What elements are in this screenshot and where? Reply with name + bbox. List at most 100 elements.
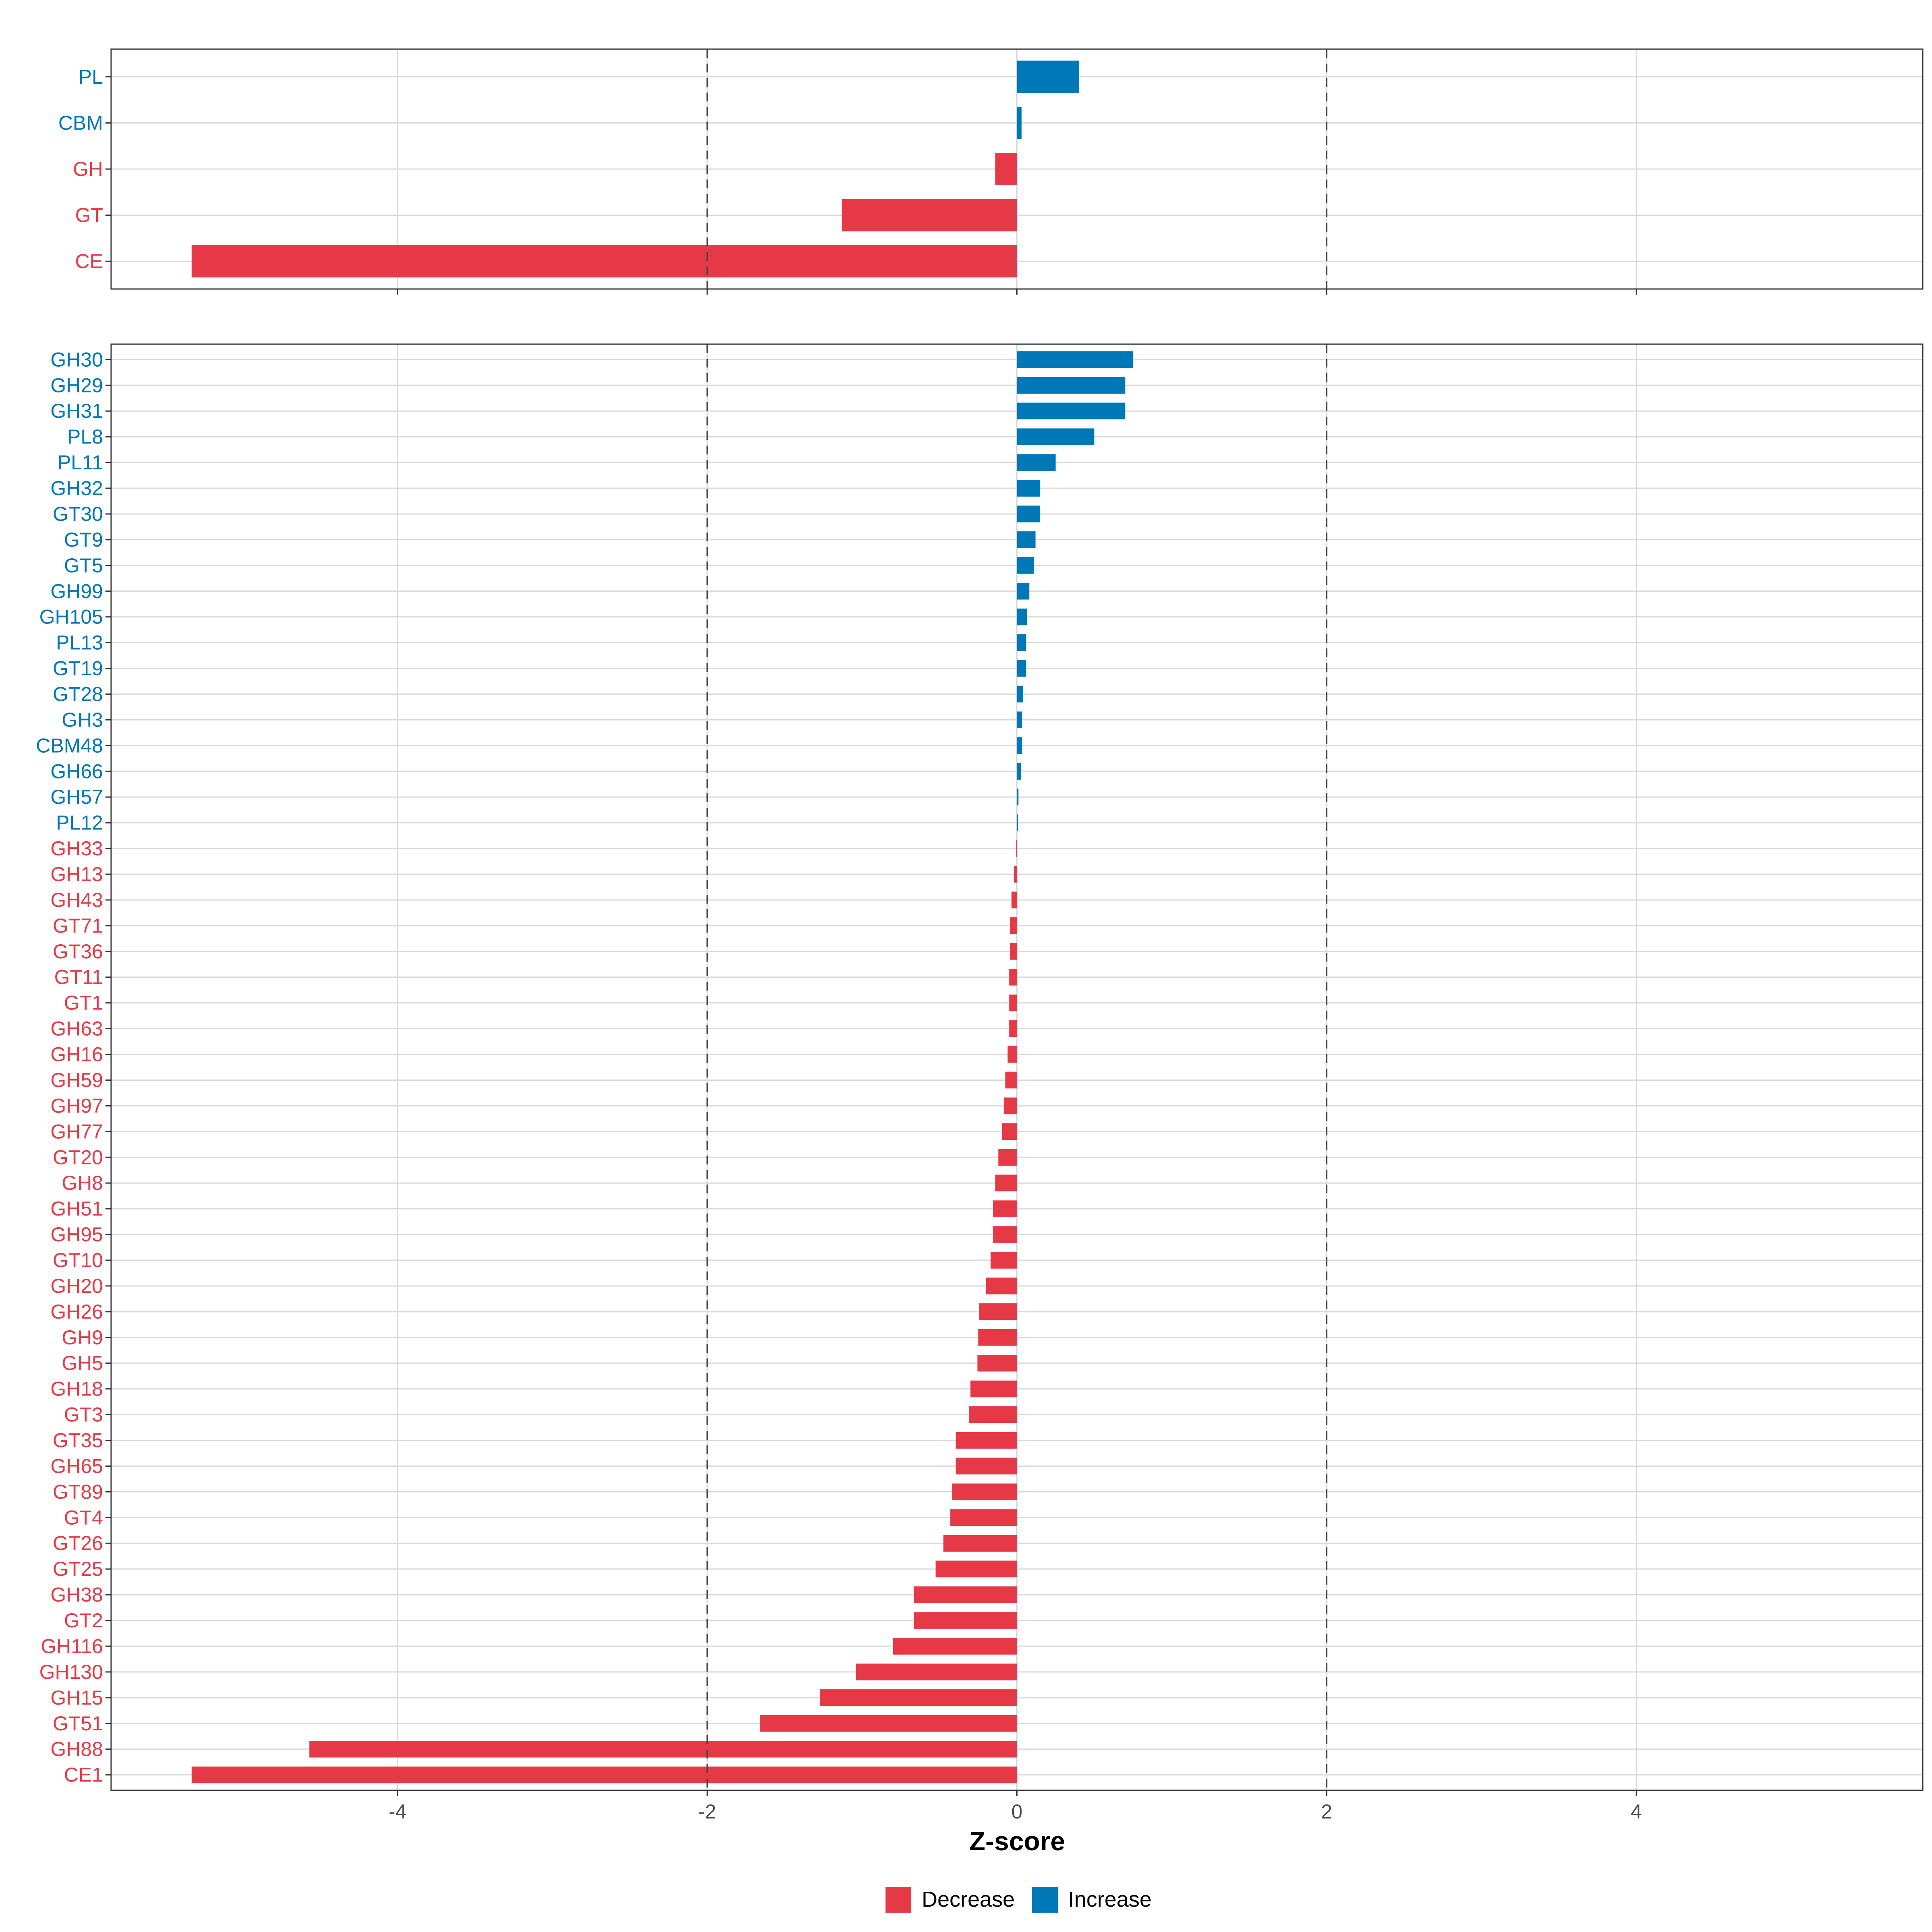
bottom-category-label-gh13: GH13 xyxy=(50,863,103,886)
bottom-bar-gh31 xyxy=(1017,402,1125,420)
bottom-category-label-gt1: GT1 xyxy=(64,992,103,1014)
bottom-category-label-gh130: GH130 xyxy=(39,1661,103,1683)
bottom-category-label-gh88: GH88 xyxy=(50,1738,103,1761)
bottom-bar-gt19 xyxy=(1017,660,1026,677)
legend-swatch-increase xyxy=(1032,1887,1058,1913)
bottom-category-label-gt20: GT20 xyxy=(53,1146,103,1168)
bottom-bar-gh20 xyxy=(986,1278,1017,1294)
bottom-bar-gh116 xyxy=(893,1638,1017,1655)
bottom-bar-gh66 xyxy=(1017,763,1021,780)
top-bar-ce xyxy=(192,245,1017,278)
bottom-bar-gh5 xyxy=(977,1354,1017,1372)
bottom-category-label-gh105: GH105 xyxy=(39,606,103,628)
bottom-bar-gt51 xyxy=(760,1715,1017,1732)
bottom-category-label-gt30: GT30 xyxy=(53,503,103,525)
bottom-category-label-gh43: GH43 xyxy=(50,889,103,911)
x-tick-label-2: 2 xyxy=(1321,1800,1332,1823)
bottom-bar-gh15 xyxy=(820,1689,1017,1706)
top-bar-pl xyxy=(1017,60,1079,93)
bottom-category-label-gh16: GH16 xyxy=(50,1043,103,1066)
bottom-bar-gt1 xyxy=(1009,994,1017,1011)
bottom-category-label-gh20: GH20 xyxy=(50,1275,103,1297)
bottom-bar-gt25 xyxy=(935,1560,1017,1577)
bottom-bar-gt4 xyxy=(950,1509,1017,1526)
x-tick-label-4: 4 xyxy=(1631,1800,1642,1823)
bottom-bar-gh65 xyxy=(956,1457,1017,1475)
bottom-bar-gt5 xyxy=(1017,557,1034,574)
bottom-category-label-gh30: GH30 xyxy=(50,348,103,371)
bottom-bar-gh77 xyxy=(1002,1123,1017,1140)
top-category-label-gt: GT xyxy=(75,204,103,227)
top-bar-cbm xyxy=(1017,107,1022,139)
bottom-bar-gh88 xyxy=(309,1740,1017,1758)
bottom-bar-pl11 xyxy=(1017,454,1056,471)
bottom-bar-gh3 xyxy=(1017,711,1022,729)
bottom-category-label-gt35: GT35 xyxy=(53,1429,103,1452)
bottom-category-label-gt71: GT71 xyxy=(53,914,103,937)
top-category-label-gh: GH xyxy=(73,158,103,180)
bottom-category-label-gh8: GH8 xyxy=(62,1172,103,1194)
bottom-bar-pl12 xyxy=(1017,814,1018,831)
bottom-category-label-gh31: GH31 xyxy=(50,400,103,422)
bottom-bar-gh95 xyxy=(993,1226,1017,1243)
bottom-bar-gh29 xyxy=(1017,377,1125,394)
x-tick-label-0: 0 xyxy=(1011,1800,1023,1823)
bottom-bar-gh9 xyxy=(978,1329,1017,1346)
bottom-bar-gt89 xyxy=(952,1483,1017,1501)
bottom-category-label-pl8: PL8 xyxy=(67,425,103,448)
bottom-bar-gh57 xyxy=(1017,788,1019,805)
bottom-category-label-gh59: GH59 xyxy=(50,1069,103,1091)
legend: Decrease Increase xyxy=(886,1887,1152,1913)
legend-label-increase: Increase xyxy=(1068,1887,1152,1911)
bottom-bar-gt28 xyxy=(1017,685,1023,703)
bottom-bar-gh30 xyxy=(1017,351,1133,368)
bottom-category-label-gt51: GT51 xyxy=(53,1712,103,1735)
x-axis: -4 -2 0 2 4 xyxy=(388,1800,1642,1823)
bottom-category-label-gt28: GT28 xyxy=(53,683,103,705)
bottom-category-label-gh116: GH116 xyxy=(41,1635,103,1657)
top-panel: PL CBM GH GT CE xyxy=(58,48,1924,295)
bottom-bar-gt36 xyxy=(1010,943,1017,960)
bottom-category-label-cbm48: CBM48 xyxy=(36,734,103,757)
bottom-bar-gt11 xyxy=(1009,968,1017,986)
legend-swatch-decrease xyxy=(886,1887,911,1913)
bottom-bar-cbm48 xyxy=(1017,737,1022,754)
bottom-category-label-gt25: GT25 xyxy=(53,1558,103,1580)
bottom-bar-gh63 xyxy=(1009,1020,1017,1037)
bottom-bar-gh97 xyxy=(1003,1097,1017,1115)
bottom-category-label-gh33: GH33 xyxy=(50,837,103,860)
bottom-category-label-gh57: GH57 xyxy=(50,786,103,808)
bottom-bar-gt10 xyxy=(991,1252,1017,1269)
bottom-category-label-gt26: GT26 xyxy=(53,1532,103,1554)
bottom-category-label-gh26: GH26 xyxy=(50,1300,103,1323)
bottom-category-label-gh3: GH3 xyxy=(62,708,103,731)
bottom-category-label-gh97: GH97 xyxy=(50,1094,103,1117)
bottom-bar-gt20 xyxy=(998,1149,1017,1166)
bottom-category-label-gh29: GH29 xyxy=(50,374,103,396)
bottom-category-label-gt19: GT19 xyxy=(53,657,103,680)
bottom-bar-gh99 xyxy=(1017,582,1030,600)
bottom-bar-gh59 xyxy=(1005,1071,1017,1089)
bottom-category-label-gt9: GT9 xyxy=(64,528,103,551)
bottom-category-label-pl13: PL13 xyxy=(56,632,103,654)
bottom-bar-ce1 xyxy=(192,1766,1017,1783)
bottom-bar-gt71 xyxy=(1010,917,1017,934)
bottom-bar-gt35 xyxy=(956,1432,1017,1449)
top-bar-gt xyxy=(842,199,1017,231)
bottom-bar-gh51 xyxy=(993,1200,1017,1217)
bottom-bar-gh8 xyxy=(995,1174,1017,1191)
bottom-category-label-gt5: GT5 xyxy=(64,554,103,577)
bottom-category-label-gt11: GT11 xyxy=(54,966,103,989)
bottom-bar-gh33 xyxy=(1016,840,1017,857)
bottom-category-label-gh51: GH51 xyxy=(50,1197,103,1220)
bottom-bar-gh105 xyxy=(1017,608,1027,625)
bottom-category-label-gh32: GH32 xyxy=(50,477,103,500)
bottom-category-label-gh99: GH99 xyxy=(50,580,103,603)
bottom-bar-gt9 xyxy=(1017,531,1036,548)
bottom-category-label-gh65: GH65 xyxy=(50,1455,103,1477)
bottom-bar-gh32 xyxy=(1017,480,1040,497)
bottom-bar-pl8 xyxy=(1017,428,1094,445)
bottom-category-label-gh66: GH66 xyxy=(50,760,103,782)
bottom-category-label-pl12: PL12 xyxy=(56,811,103,834)
